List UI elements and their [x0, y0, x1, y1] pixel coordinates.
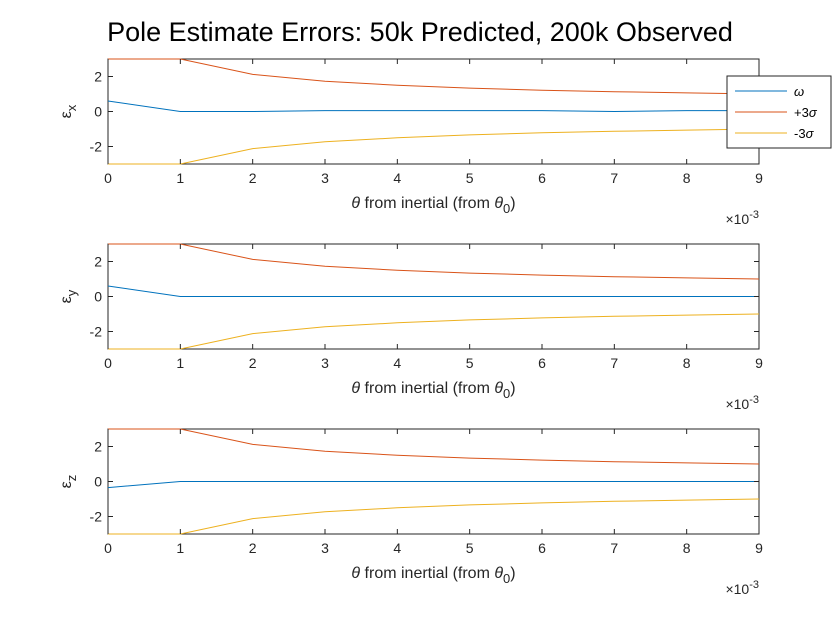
y-axis-symbol: ε	[58, 481, 75, 488]
series-line-2	[108, 243, 760, 280]
x-tick-label: 1	[176, 170, 184, 186]
x-tick-label: 5	[466, 170, 474, 186]
x-tick-label: 2	[249, 540, 257, 556]
legend-label-text: -3	[794, 126, 806, 141]
x-axis-close: )	[510, 565, 515, 582]
series-line-1	[107, 481, 759, 489]
x-tick-label: 3	[321, 170, 329, 186]
x-tick-label: 7	[610, 540, 618, 556]
x-tick-label: 4	[393, 540, 401, 556]
legend-label-1: ω	[794, 84, 804, 99]
figure-title: Pole Estimate Errors: 50k Predicted, 200…	[107, 17, 733, 47]
x-exponent-base: ×10	[725, 211, 749, 227]
x-tick-label: 1	[176, 540, 184, 556]
y-axis-subscript: z	[64, 475, 79, 482]
x-tick-label: 2	[249, 355, 257, 371]
x-tick-label: 0	[104, 355, 112, 371]
x-tick-label: 3	[321, 540, 329, 556]
x-axis-label: θ from inertial (from θ0)	[351, 195, 515, 216]
y-axis-label: εx	[58, 104, 79, 118]
x-axis-theta0: θ	[494, 380, 503, 397]
legend-label-text: +3	[794, 105, 809, 120]
x-tick-label: 4	[393, 170, 401, 186]
y-tick-label: -2	[90, 509, 103, 525]
series-line-3	[108, 128, 760, 165]
x-exponent-base: ×10	[725, 396, 749, 412]
y-tick-label: 0	[94, 289, 102, 305]
x-axis-text: from inertial (from	[360, 565, 494, 582]
x-tick-label: 9	[755, 540, 763, 556]
x-axis-label: θ from inertial (from θ0)	[351, 565, 515, 586]
x-tick-label: 9	[755, 355, 763, 371]
y-tick-label: -2	[90, 139, 103, 155]
series-line-3	[108, 498, 760, 535]
legend-label-sigma: σ	[809, 105, 818, 120]
legend: ω+3σ-3σ	[726, 75, 832, 149]
x-tick-label: 5	[466, 540, 474, 556]
x-axis-subscript: 0	[503, 571, 510, 586]
x-exponent-power: -3	[749, 209, 759, 221]
x-axis-close: )	[510, 380, 515, 397]
legend-label-sigma: σ	[806, 126, 815, 141]
series-line-1	[107, 285, 759, 297]
x-tick-label: 7	[610, 355, 618, 371]
series-line-3	[108, 313, 760, 350]
y-tick-label: 0	[94, 474, 102, 490]
x-tick-label: 5	[466, 355, 474, 371]
x-tick-label: 8	[683, 540, 691, 556]
x-exponent-base: ×10	[725, 581, 749, 597]
x-axis-theta: θ	[351, 380, 360, 397]
x-axis-theta0: θ	[494, 565, 503, 582]
x-tick-label: 2	[249, 170, 257, 186]
x-exponent-label: ×10-3	[725, 394, 759, 412]
series-line-2	[108, 428, 760, 465]
x-exponent-power: -3	[749, 394, 759, 406]
x-tick-label: 0	[104, 540, 112, 556]
legend-label-2: +3σ	[794, 105, 818, 120]
y-axis-label: εy	[58, 289, 79, 303]
x-axis-theta: θ	[351, 565, 360, 582]
y-axis-symbol: ε	[58, 296, 75, 303]
x-axis-text: from inertial (from	[360, 195, 494, 212]
x-axis-text: from inertial (from	[360, 380, 494, 397]
x-tick-label: 0	[104, 170, 112, 186]
x-exponent-label: ×10-3	[725, 209, 759, 227]
x-tick-label: 6	[538, 355, 546, 371]
x-tick-label: 6	[538, 540, 546, 556]
x-tick-label: 8	[683, 355, 691, 371]
y-tick-label: 2	[94, 254, 102, 270]
y-tick-label: 2	[94, 439, 102, 455]
y-tick-label: -2	[90, 324, 103, 340]
x-tick-label: 6	[538, 170, 546, 186]
y-axis-symbol: ε	[58, 111, 75, 118]
legend-label-text: ω	[794, 84, 804, 99]
series-line-2	[108, 58, 760, 95]
series-line-1	[107, 100, 759, 113]
y-tick-label: 0	[94, 104, 102, 120]
x-axis-subscript: 0	[503, 201, 510, 216]
y-tick-label: 2	[94, 69, 102, 85]
y-axis-label: εz	[58, 475, 79, 489]
x-axis-theta0: θ	[494, 195, 503, 212]
x-exponent-label: ×10-3	[725, 579, 759, 597]
x-axis-subscript: 0	[503, 386, 510, 401]
x-tick-label: 3	[321, 355, 329, 371]
x-tick-label: 9	[755, 170, 763, 186]
x-axis-label: θ from inertial (from θ0)	[351, 380, 515, 401]
legend-label-3: -3σ	[794, 126, 815, 141]
y-axis-subscript: x	[64, 104, 79, 111]
y-axis-subscript: y	[64, 289, 79, 296]
x-tick-label: 1	[176, 355, 184, 371]
x-axis-theta: θ	[351, 195, 360, 212]
x-axis-close: )	[510, 195, 515, 212]
x-tick-label: 8	[683, 170, 691, 186]
x-exponent-power: -3	[749, 579, 759, 591]
x-tick-label: 7	[610, 170, 618, 186]
x-tick-label: 4	[393, 355, 401, 371]
